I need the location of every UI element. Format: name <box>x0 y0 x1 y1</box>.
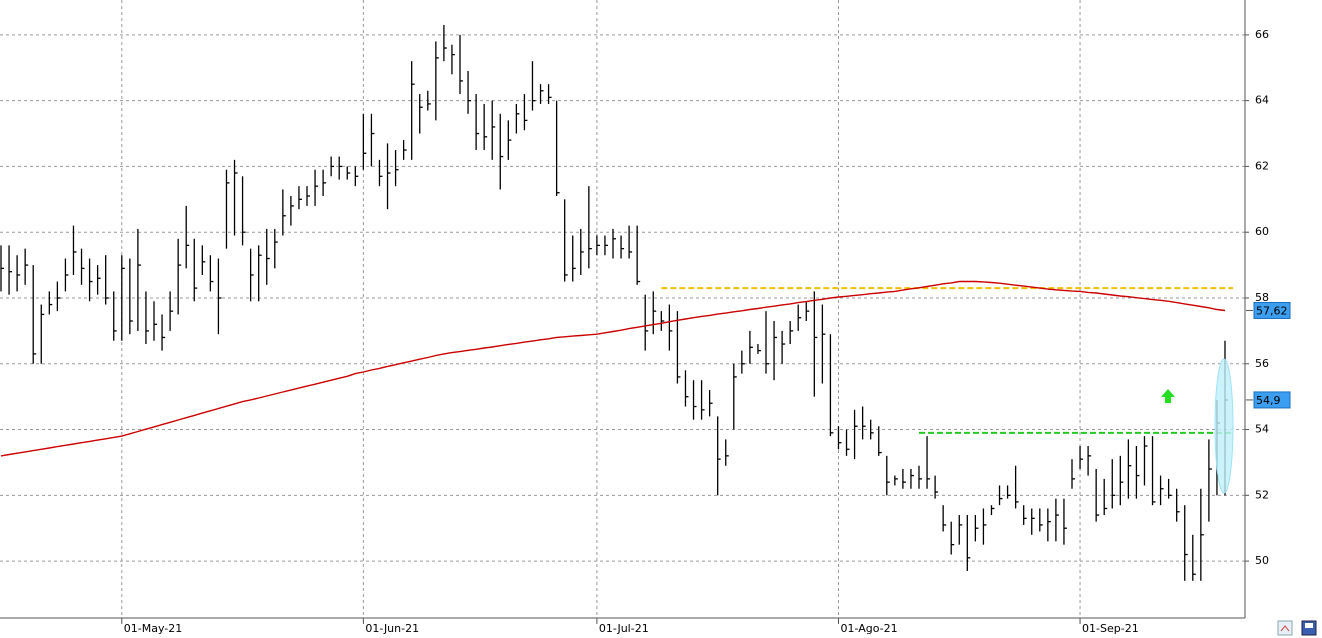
x-tick-label: 01-Jul-21 <box>599 622 649 635</box>
y-tick-label: 64 <box>1255 94 1269 107</box>
y-tick-label: 54 <box>1255 423 1269 436</box>
y-tick-label: 56 <box>1255 357 1269 370</box>
moving-average <box>0 280 1226 457</box>
icon-glyph <box>1305 623 1313 628</box>
icon-glyph <box>1280 625 1290 632</box>
price-label: 57,62 <box>1256 304 1288 317</box>
y-tick-label: 60 <box>1255 225 1269 238</box>
y-tick-label: 50 <box>1255 554 1269 567</box>
price-label-box <box>1253 391 1291 409</box>
x-tick-label: 01-Ago-21 <box>840 622 897 635</box>
toolbar-icons <box>1277 620 1317 636</box>
icon-button[interactable] <box>1277 620 1293 636</box>
x-tick-label: 01-May-21 <box>124 622 182 635</box>
y-tick-label: 52 <box>1255 488 1269 501</box>
price-label: 54,9 <box>1256 394 1281 407</box>
price-label-box <box>1253 301 1291 319</box>
x-tick-label: 01-Sep-21 <box>1082 622 1139 635</box>
highlight-ellipse <box>1214 358 1234 494</box>
y-tick-label: 58 <box>1255 291 1269 304</box>
marks <box>0 24 1233 581</box>
x-tick-label: 01-Jun-21 <box>365 622 419 635</box>
up-arrow <box>1161 389 1175 403</box>
y-tick-label: 66 <box>1255 28 1269 41</box>
y-tick-label: 62 <box>1255 159 1269 172</box>
